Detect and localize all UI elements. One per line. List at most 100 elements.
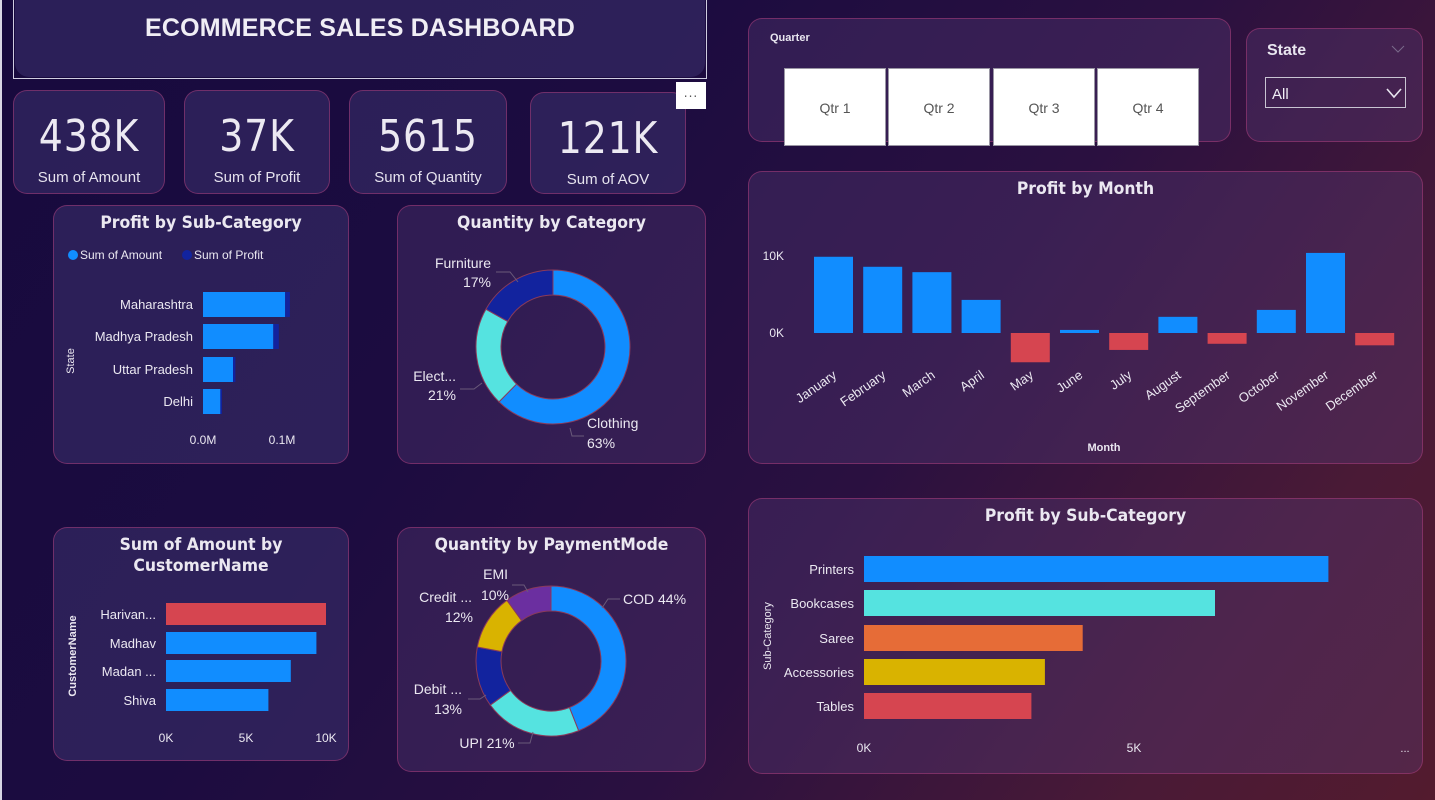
- x-tick-label: August: [1142, 367, 1184, 403]
- y-axis-title: State: [65, 348, 77, 374]
- category-label: Maharashtra: [120, 297, 194, 312]
- category-label: Harivan...: [100, 607, 156, 622]
- bar-customer: [166, 632, 317, 654]
- leader-line: [569, 427, 584, 437]
- category-label: Delhi: [163, 394, 193, 409]
- chart-card-customer-amount: Sum of Amount by CustomerName CustomerNa…: [53, 527, 349, 761]
- donut-slice-upi: [489, 689, 580, 737]
- chart-card-category-donut: Quantity by Category Furniture 17% Elect..…: [397, 205, 706, 464]
- y-tick-label: 10K: [763, 249, 784, 263]
- y-axis-title: CustomerName: [67, 615, 79, 696]
- slice-percent: 63%: [587, 435, 615, 451]
- x-tick-label: May: [1007, 367, 1036, 394]
- category-label: Shiva: [123, 693, 156, 708]
- x-tick-label: June: [1054, 367, 1086, 395]
- bar-amount: [203, 292, 286, 317]
- slicer-collapse-chevron-icon[interactable]: [1391, 44, 1405, 54]
- x-tick-label: April: [957, 367, 987, 394]
- chart-title: Quantity by Category: [457, 213, 646, 233]
- bar-amount: [203, 324, 274, 349]
- bar-profit: [273, 324, 279, 349]
- chart-title-line-2: CustomerName: [133, 556, 269, 576]
- bar-customer: [166, 603, 326, 625]
- legend-marker-profit: [182, 250, 192, 260]
- chart-title: Profit by Month: [1016, 179, 1155, 199]
- bar-september: [1207, 333, 1247, 344]
- donut-slice-furniture: [485, 269, 554, 323]
- bar-printers: [864, 556, 1329, 582]
- subcategory-bar-chart: Sub-Category Printers Bookcases Saree Access…: [762, 556, 1410, 755]
- bar-customer: [166, 689, 269, 711]
- kpi-card-quantity[interactable]: 5615 Sum of Quantity: [349, 90, 507, 194]
- bar-february: [863, 266, 903, 333]
- legend-marker-amount: [68, 250, 78, 260]
- slice-percent: 12%: [445, 609, 473, 625]
- slice-label: Clothing: [587, 415, 638, 431]
- kpi-label: Sum of Quantity: [374, 169, 482, 186]
- more-options-button[interactable]: ...: [676, 82, 706, 109]
- bar-tables: [864, 693, 1032, 719]
- category-label: Printers: [809, 562, 854, 577]
- kpi-card-aov[interactable]: 121K Sum of AOV: [530, 92, 686, 194]
- state-dropdown[interactable]: All: [1265, 77, 1406, 108]
- bar-july: [1109, 333, 1149, 350]
- x-tick-label: 5K: [1127, 741, 1142, 755]
- donut-slice-cod: [550, 585, 627, 732]
- state-bar-chart: Sum of Amount Sum of Profit State Maharasht…: [65, 248, 296, 447]
- window-left-edge: [0, 0, 2, 800]
- slice-label: Credit ...: [419, 589, 472, 605]
- chart-card-state-profit: Profit by Sub-Category Sum of Amount Sum …: [53, 205, 349, 464]
- legend-label-profit: Sum of Profit: [194, 248, 264, 262]
- x-tick-label: February: [837, 367, 889, 409]
- kpi-label: Sum of AOV: [566, 171, 650, 188]
- slice-label: COD 44%: [623, 591, 686, 607]
- category-donut-chart: Furniture 17% Elect... 21% Clothing 63%: [413, 255, 638, 451]
- x-tick-label: March: [899, 367, 937, 400]
- category-label: Uttar Pradesh: [113, 362, 193, 377]
- axis-overflow-indicator: ...: [1400, 743, 1409, 755]
- legend-label-amount: Sum of Amount: [80, 248, 163, 262]
- bar-april: [961, 299, 1001, 333]
- x-tick-label: September: [1172, 367, 1233, 416]
- kpi-card-profit[interactable]: 37K Sum of Profit: [184, 90, 330, 194]
- bar-amount: [203, 357, 234, 382]
- kpi-value: 438K: [38, 111, 140, 162]
- slice-percent: 10%: [481, 587, 509, 603]
- bar-customer: [166, 660, 291, 682]
- bar-saree: [864, 625, 1083, 651]
- slice-label: EMI: [483, 566, 508, 582]
- dashboard-title: ECOMMERCE SALES DASHBOARD: [144, 14, 576, 42]
- chart-title: Profit by Sub-Category: [984, 506, 1187, 526]
- chart-title: Profit by Sub-Category: [100, 213, 302, 233]
- x-tick-label: 0K: [159, 731, 174, 745]
- x-axis-title: Month: [1088, 442, 1121, 454]
- category-label: Bookcases: [790, 596, 854, 611]
- chevron-down-icon: [1386, 88, 1402, 99]
- quarter-option-qtr4[interactable]: Qtr 4: [1097, 68, 1199, 146]
- chart-card-subcategory-profit: Profit by Sub-Category Sub-Category Print…: [748, 498, 1423, 774]
- quarter-option-qtr1[interactable]: Qtr 1: [784, 68, 886, 146]
- category-label: Madhav: [110, 636, 157, 651]
- bar-october: [1256, 309, 1296, 333]
- state-dropdown-value: All: [1272, 86, 1289, 103]
- slice-label: Furniture: [435, 255, 491, 271]
- slice-label: Elect...: [413, 368, 456, 384]
- chart-title-line-1: Sum of Amount by: [119, 535, 283, 555]
- bar-june: [1060, 329, 1099, 333]
- bar-january: [814, 256, 853, 333]
- x-tick-label: 0.1M: [269, 433, 296, 447]
- customer-bar-chart: CustomerName Harivan... Madhav Madan ... Shi…: [67, 603, 337, 745]
- bar-march: [912, 272, 952, 333]
- kpi-card-amount[interactable]: 438K Sum of Amount: [13, 90, 165, 194]
- quarter-option-qtr3[interactable]: Qtr 3: [993, 68, 1095, 146]
- quarter-option-qtr2[interactable]: Qtr 2: [888, 68, 990, 146]
- bar-bookcases: [864, 590, 1215, 616]
- slice-percent: 17%: [463, 274, 491, 290]
- leader-line: [601, 598, 620, 609]
- chart-title: Sum of Amount by CustomerName: [66, 535, 336, 577]
- y-tick-label: 0K: [769, 326, 784, 340]
- slice-label: UPI 21%: [459, 735, 514, 751]
- donut-slice-emi: [506, 585, 552, 622]
- donut-slice-electronics: [475, 308, 518, 403]
